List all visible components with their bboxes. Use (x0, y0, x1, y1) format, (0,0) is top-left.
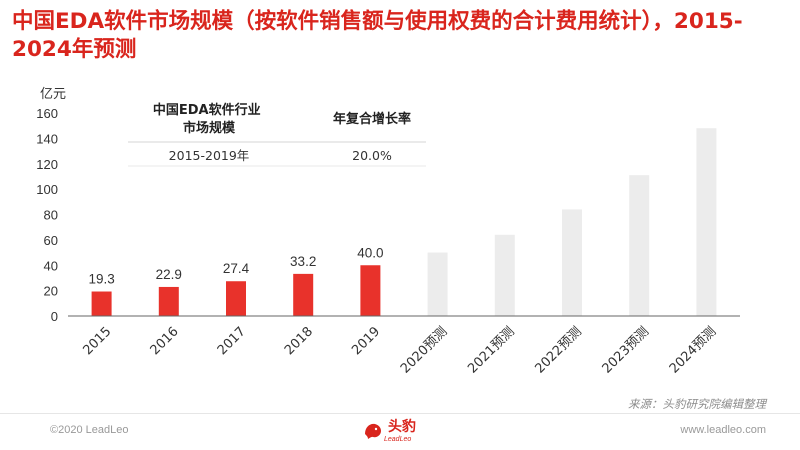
cagr-table: 中国EDA软件行业 市场规模 年复合增长率 2015-2019年 20.0% (128, 102, 426, 167)
footer-divider (0, 413, 800, 414)
website: www.leadleo.com (680, 424, 766, 436)
x-tick-label: 2022预测 (532, 324, 584, 376)
cagr-header-market: 中国EDA软件行业 市场规模 (153, 102, 265, 136)
cagr-header-rate: 年复合增长率 (333, 111, 411, 127)
logo-text: 头豹 (388, 419, 416, 435)
x-axis-ticks: 2015 2016 2017 2018 2019 2020预测 2021预测 2022预测 20… (80, 324, 719, 376)
cagr-period: 2015-2019年 (169, 148, 250, 163)
data-label: 27.4 (223, 261, 250, 276)
data-label: 40.0 (357, 245, 383, 260)
bar-2018 (293, 273, 314, 316)
bar-2016 (158, 286, 179, 316)
leadleo-logo: 头豹 LeadLeo (362, 416, 416, 443)
bar-2024预测 (696, 128, 717, 316)
x-tick-label: 2019 (349, 324, 383, 358)
bar-2022预测 (562, 209, 582, 316)
y-tick-label: 20 (44, 284, 58, 299)
logo-subtext: LeadLeo (384, 436, 412, 443)
x-tick-label: 2024预测 (667, 324, 719, 376)
copyright: ©2020 LeadLeo (50, 424, 129, 436)
bar-2019 (360, 265, 381, 316)
y-axis-ticks: 0 20 40 60 80 100 120 140 160 (36, 106, 58, 324)
leopard-icon (365, 423, 381, 439)
bar-2021预测 (494, 234, 515, 316)
x-tick-label: 2018 (282, 324, 316, 358)
y-tick-label: 120 (36, 157, 58, 172)
data-labels: 19.3 22.9 27.4 33.2 40.0 (88, 245, 383, 286)
logo-text-wrap: 头豹 LeadLeo (384, 416, 416, 443)
y-tick-label: 40 (44, 258, 58, 273)
y-tick-label: 160 (36, 106, 58, 121)
cagr-value: 20.0% (352, 148, 392, 163)
x-tick-label: 2021预测 (465, 324, 517, 376)
data-label: 19.3 (88, 272, 114, 287)
data-label: 22.9 (156, 267, 182, 282)
bar-2017 (226, 281, 246, 316)
bar-2023预测 (629, 175, 650, 316)
y-tick-label: 60 (44, 233, 58, 248)
x-tick-label: 2015 (80, 324, 114, 358)
x-tick-label: 2017 (215, 324, 249, 358)
x-tick-label: 2023预测 (600, 324, 652, 376)
x-tick-label: 2020预测 (398, 324, 450, 376)
y-tick-label: 80 (44, 208, 58, 223)
x-tick-label: 2016 (148, 324, 182, 358)
cagr-header-line2: 市场规模 (183, 120, 236, 136)
bars (91, 128, 717, 316)
cagr-header-line1: 中国EDA软件行业 (153, 102, 261, 118)
y-axis-label: 亿元 (40, 87, 66, 102)
data-label: 33.2 (290, 254, 316, 269)
y-tick-label: 100 (36, 182, 58, 197)
y-tick-label: 140 (36, 131, 58, 146)
bar-2020预测 (427, 252, 448, 316)
source-note: 来源：头豹研究院编辑整理 (628, 397, 766, 411)
chart-title: 中国EDA软件市场规模（按软件销售额与使用权费的合计费用统计），2015-202… (12, 9, 743, 62)
y-tick-label: 0 (51, 309, 58, 324)
bar-2015 (91, 291, 112, 316)
